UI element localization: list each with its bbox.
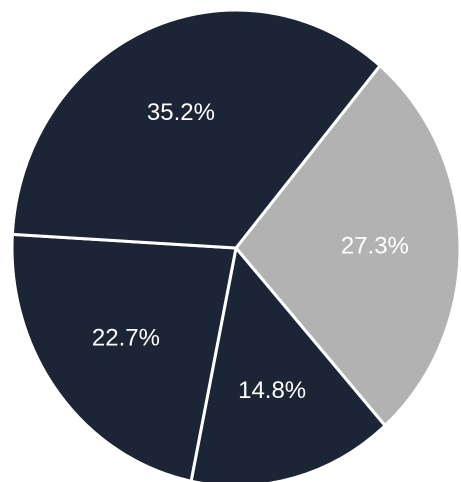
pie-slices bbox=[10, 8, 461, 482]
pie-slice-label-0: 27.3% bbox=[341, 232, 409, 259]
pie-slice-0 bbox=[234, 64, 461, 428]
pie-slice-label-3: 35.2% bbox=[147, 99, 215, 126]
pie-slice-1 bbox=[189, 246, 387, 482]
pie-slice-2 bbox=[10, 232, 238, 482]
pie-slice-label-2: 22.7% bbox=[92, 324, 160, 351]
pie-slice-labels: 27.3% 14.8% 22.7% 35.2% bbox=[92, 99, 409, 404]
pie-slice-3 bbox=[10, 8, 382, 250]
pie-slice-label-1: 14.8% bbox=[238, 377, 306, 404]
